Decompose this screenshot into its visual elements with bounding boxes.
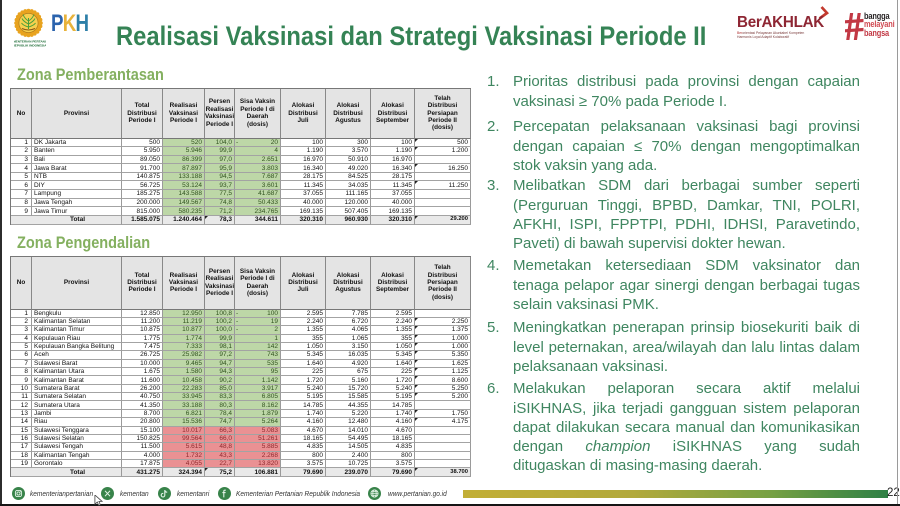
svg-text:REPUBLIK INDONESIA: REPUBLIK INDONESIA [14, 44, 46, 48]
svg-text:KEMENTERIAN PERTANIAN: KEMENTERIAN PERTANIAN [14, 40, 46, 44]
